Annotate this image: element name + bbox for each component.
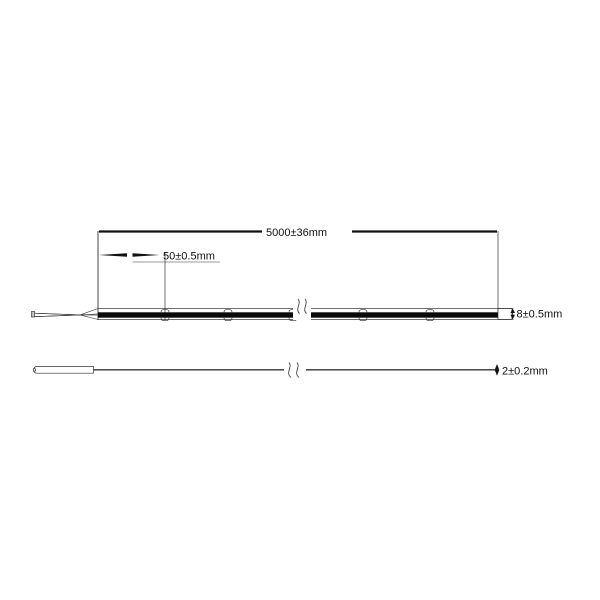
svg-text:2±0.2mm: 2±0.2mm [502, 365, 548, 377]
svg-text:50±0.5mm: 50±0.5mm [163, 251, 215, 263]
svg-text:8±0.5mm: 8±0.5mm [517, 309, 563, 321]
svg-text:5000±36mm: 5000±36mm [266, 227, 327, 239]
